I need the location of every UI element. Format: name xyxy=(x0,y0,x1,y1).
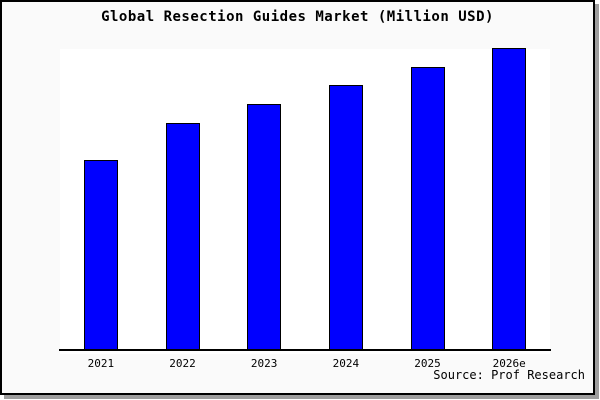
x-tick-label-2022: 2022 xyxy=(169,357,196,370)
bar-slot-2024 xyxy=(305,49,387,350)
bar-slot-2026e xyxy=(468,48,550,350)
x-tick-label-2026e: 2026e xyxy=(492,357,526,370)
bar-slot-2025 xyxy=(387,49,469,350)
bar-2021 xyxy=(83,160,118,350)
x-tick-label-2023: 2023 xyxy=(250,357,278,370)
x-tick-label-2024: 2024 xyxy=(332,357,360,370)
bar-slot-2021 xyxy=(60,49,142,350)
bars-row xyxy=(60,48,550,350)
bar-2025 xyxy=(410,67,445,350)
source-note: Source: Prof Research xyxy=(433,368,585,382)
bar-2024 xyxy=(328,85,363,350)
plot-area xyxy=(59,48,551,354)
bar-2026e xyxy=(492,48,527,350)
x-tick-label-2021: 2021 xyxy=(87,357,115,370)
x-tick-label-2025: 2025 xyxy=(414,357,441,370)
x-axis-ticks: 2021 2022 2023 2024 2025 2026e xyxy=(60,357,550,370)
bar-slot-2023 xyxy=(223,49,305,350)
chart-panel: Global Resection Guides Market (Million … xyxy=(0,0,595,395)
x-axis-line xyxy=(59,349,551,351)
chart-title: Global Resection Guides Market (Million … xyxy=(101,9,494,25)
bar-2022 xyxy=(165,123,200,350)
bar-slot-2022 xyxy=(142,49,224,350)
bar-2023 xyxy=(247,104,282,350)
